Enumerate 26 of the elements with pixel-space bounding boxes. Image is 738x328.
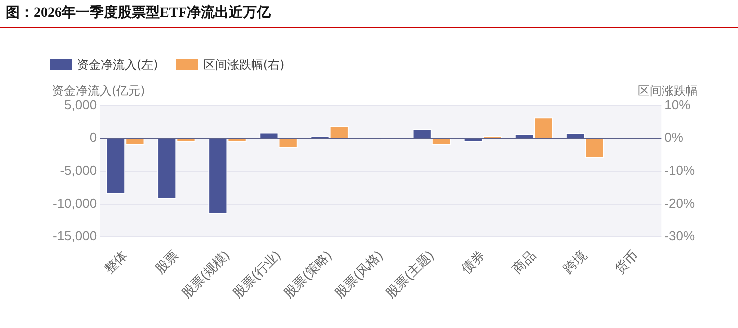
y2-tick-label: 10% <box>664 97 692 112</box>
y2-axis-title: 区间涨跌幅 <box>638 83 698 100</box>
chart-title: 图：2026年一季度股票型ETF净流出近万亿 <box>6 4 272 22</box>
legend-label: 区间涨跌幅(右) <box>202 57 285 74</box>
y2-tick-label: -30% <box>664 228 696 244</box>
y2-tick-label: -10% <box>664 163 696 178</box>
x-tick-label: 货币 <box>612 248 641 277</box>
y-tick-label: 0 <box>90 130 98 146</box>
x-tick-label: 债券 <box>458 248 488 277</box>
y-tick-label: -5,000 <box>60 163 98 178</box>
x-tick-label: 商品 <box>510 248 539 277</box>
x-tick-label: 股票(规模) <box>178 248 232 302</box>
x-tick-label: 股票(主题) <box>383 248 437 302</box>
y2-tick-label: 0% <box>664 130 684 146</box>
x-tick-label: 整体 <box>101 248 130 277</box>
y-tick-label: 5,000 <box>64 97 98 112</box>
x-tick-label: 股票(风格) <box>332 248 386 302</box>
x-tick-label: 跨境 <box>560 248 590 277</box>
x-tick-label: 股票(行业) <box>230 248 284 302</box>
y-tick-label: -15,000 <box>52 228 98 244</box>
y-axis-title: 资金净流入(亿元) <box>52 83 146 100</box>
y-tick-label: -10,000 <box>52 196 98 211</box>
legend-label: 资金净流入(左) <box>76 57 158 74</box>
x-tick-label: 股票(策略) <box>280 248 334 302</box>
y2-tick-label: -20% <box>664 196 696 211</box>
x-tick-label: 股票 <box>152 248 182 277</box>
